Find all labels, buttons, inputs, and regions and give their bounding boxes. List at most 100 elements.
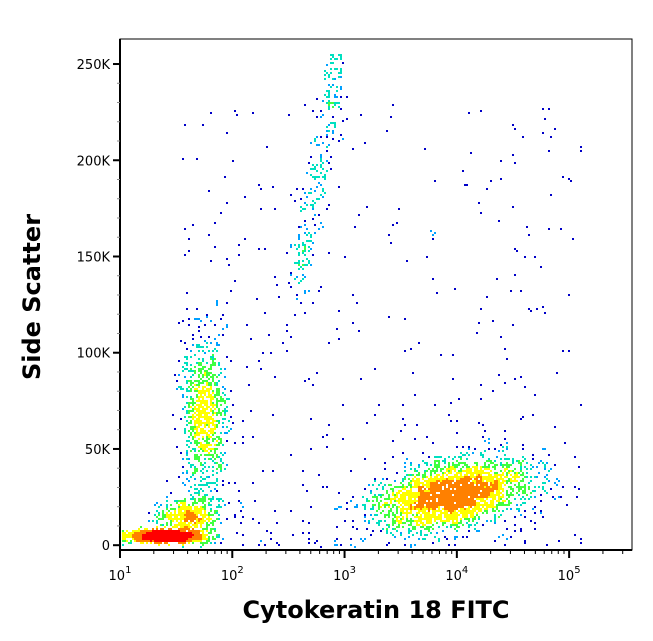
event-point [402, 484, 404, 486]
event-point [328, 124, 330, 126]
event-point [442, 482, 444, 484]
event-point [470, 482, 472, 484]
event-point [186, 470, 188, 472]
event-point [334, 124, 336, 126]
event-point [542, 462, 544, 464]
event-point [214, 520, 216, 522]
event-point [440, 456, 442, 458]
event-point [434, 490, 436, 492]
event-point [206, 470, 208, 472]
event-point [362, 540, 364, 542]
event-point [218, 518, 220, 520]
event-point [428, 516, 430, 518]
event-point [428, 520, 430, 522]
event-point [224, 176, 226, 178]
event-point [434, 506, 436, 508]
event-point [156, 528, 158, 530]
event-point [198, 376, 200, 378]
event-point [450, 500, 452, 502]
event-point [220, 498, 222, 500]
event-point [514, 476, 516, 478]
event-point [480, 474, 482, 476]
event-point [412, 500, 414, 502]
event-point [448, 516, 450, 518]
event-point [194, 522, 196, 524]
event-point [206, 482, 208, 484]
event-point [196, 426, 198, 428]
event-point [308, 262, 310, 264]
event-point [212, 414, 214, 416]
event-point [464, 476, 466, 478]
event-point [444, 488, 446, 490]
event-point [434, 478, 436, 480]
event-point [144, 530, 146, 532]
event-point [196, 534, 198, 536]
y-tick-label: 200K [77, 154, 111, 169]
event-point [198, 364, 200, 366]
event-point [560, 496, 562, 498]
event-point [496, 500, 498, 502]
event-point [488, 476, 490, 478]
event-point [486, 476, 488, 478]
event-point [310, 142, 312, 144]
event-point [430, 518, 432, 520]
event-point [130, 540, 132, 542]
event-point [462, 514, 464, 516]
event-point [200, 382, 202, 384]
event-point [382, 504, 384, 506]
event-point [154, 504, 156, 506]
event-point [446, 504, 448, 506]
event-point [200, 442, 202, 444]
event-point [344, 520, 346, 522]
event-point [422, 502, 424, 504]
event-point [464, 508, 466, 510]
event-point [464, 474, 466, 476]
event-point [124, 532, 126, 534]
event-point [296, 248, 298, 250]
event-point [540, 460, 542, 462]
event-point [474, 504, 476, 506]
event-point [326, 64, 328, 66]
event-point [478, 474, 480, 476]
event-point [512, 488, 514, 490]
event-point [236, 532, 238, 534]
event-point [178, 504, 180, 506]
event-point [364, 504, 366, 506]
event-point [196, 532, 198, 534]
event-point [364, 514, 366, 516]
event-point [424, 506, 426, 508]
event-point [264, 312, 266, 314]
event-point [420, 518, 422, 520]
event-point [204, 324, 206, 326]
event-point [194, 478, 196, 480]
event-point [518, 510, 520, 512]
event-point [460, 520, 462, 522]
event-point [316, 186, 318, 188]
event-point [374, 368, 376, 370]
event-point [294, 278, 296, 280]
event-point [434, 494, 436, 496]
event-point [478, 496, 480, 498]
event-point [204, 352, 206, 354]
event-point [462, 506, 464, 508]
event-point [480, 482, 482, 484]
event-point [434, 520, 436, 522]
event-point [204, 538, 206, 540]
event-point [180, 536, 182, 538]
event-point [200, 414, 202, 416]
event-point [438, 466, 440, 468]
event-point [340, 88, 342, 90]
event-point [202, 532, 204, 534]
event-point [188, 318, 190, 320]
event-point [498, 480, 500, 482]
event-point [432, 494, 434, 496]
event-point [496, 464, 498, 466]
event-point [152, 534, 154, 536]
event-point [474, 486, 476, 488]
event-point [196, 454, 198, 456]
event-point [380, 494, 382, 496]
event-point [254, 500, 256, 502]
event-point [192, 400, 194, 402]
event-point [538, 462, 540, 464]
event-point [402, 508, 404, 510]
